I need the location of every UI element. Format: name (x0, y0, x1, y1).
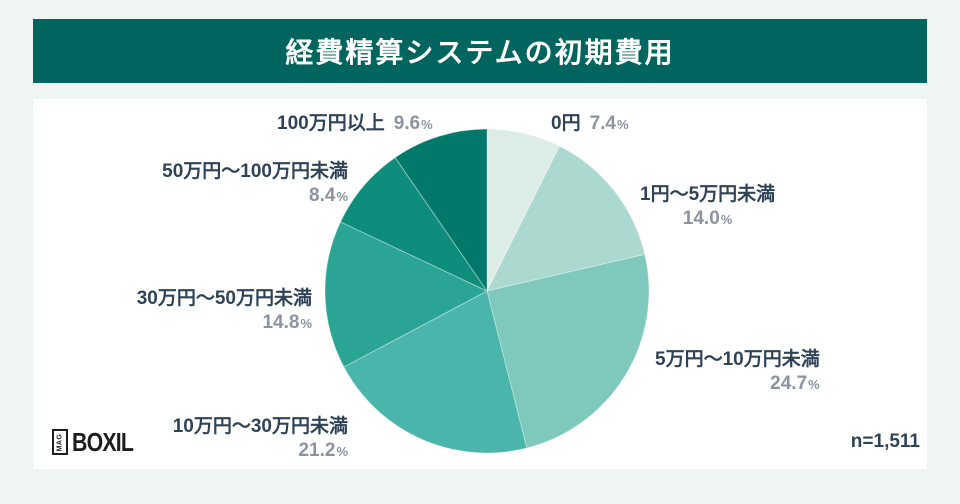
pie-slice-5 (340, 157, 488, 292)
slice-percent: 14.0% (682, 208, 733, 229)
pie-label-1-to-5man: 1円〜5万円未満 14.0% (640, 179, 775, 230)
pie-slice-6 (394, 128, 488, 292)
slice-percent: 14.8% (262, 312, 312, 333)
slice-percent: 21.2% (298, 440, 348, 461)
pie-label-0yen: 0円 7.4% (551, 108, 629, 135)
pie-slice-0 (486, 128, 561, 292)
slice-percent: 24.7% (770, 373, 820, 394)
pie-label-30-to-50man: 30万円〜50万円未満 14.8% (137, 283, 312, 334)
pie-chart (324, 128, 650, 454)
slice-label: 30万円〜50万円未満 (136, 288, 312, 309)
sample-size: n=1,511 (850, 431, 920, 452)
pie-slice-3 (343, 290, 528, 454)
slice-label: 50万円〜100万円未満 (162, 161, 348, 182)
boxil-wordmark: BOXIL (72, 427, 134, 457)
pie-label-10-to-30man: 10万円〜30万円未満 21.2% (173, 411, 348, 462)
pie-slice-4 (324, 221, 488, 368)
slice-label: 100万円以上 (277, 113, 385, 134)
pie-slice-2 (486, 253, 650, 449)
pie-slice-1 (486, 145, 646, 292)
slice-percent: 8.4% (309, 185, 348, 206)
page-title: 経費精算システムの初期費用 (285, 37, 675, 68)
pie-svg (324, 128, 650, 454)
slice-percent: 7.4% (589, 113, 629, 134)
pie-label-5-to-10man: 5万円〜10万円未満 24.7% (655, 344, 820, 395)
slice-label: 0円 (551, 113, 581, 134)
slice-percent: 9.6% (393, 113, 433, 134)
slice-label: 1円〜5万円未満 (640, 184, 776, 205)
pie-label-50-to-100man: 50万円〜100万円未満 8.4% (162, 156, 348, 207)
slice-label: 10万円〜30万円未満 (172, 416, 348, 437)
title-banner: 経費精算システムの初期費用 (33, 19, 927, 83)
pie-label-over-100man: 100万円以上 9.6% (277, 108, 433, 135)
boxil-mag-logo: MAG BOXIL (52, 429, 146, 455)
mag-badge-icon: MAG (52, 429, 68, 455)
slice-label: 5万円〜10万円未満 (655, 349, 820, 370)
